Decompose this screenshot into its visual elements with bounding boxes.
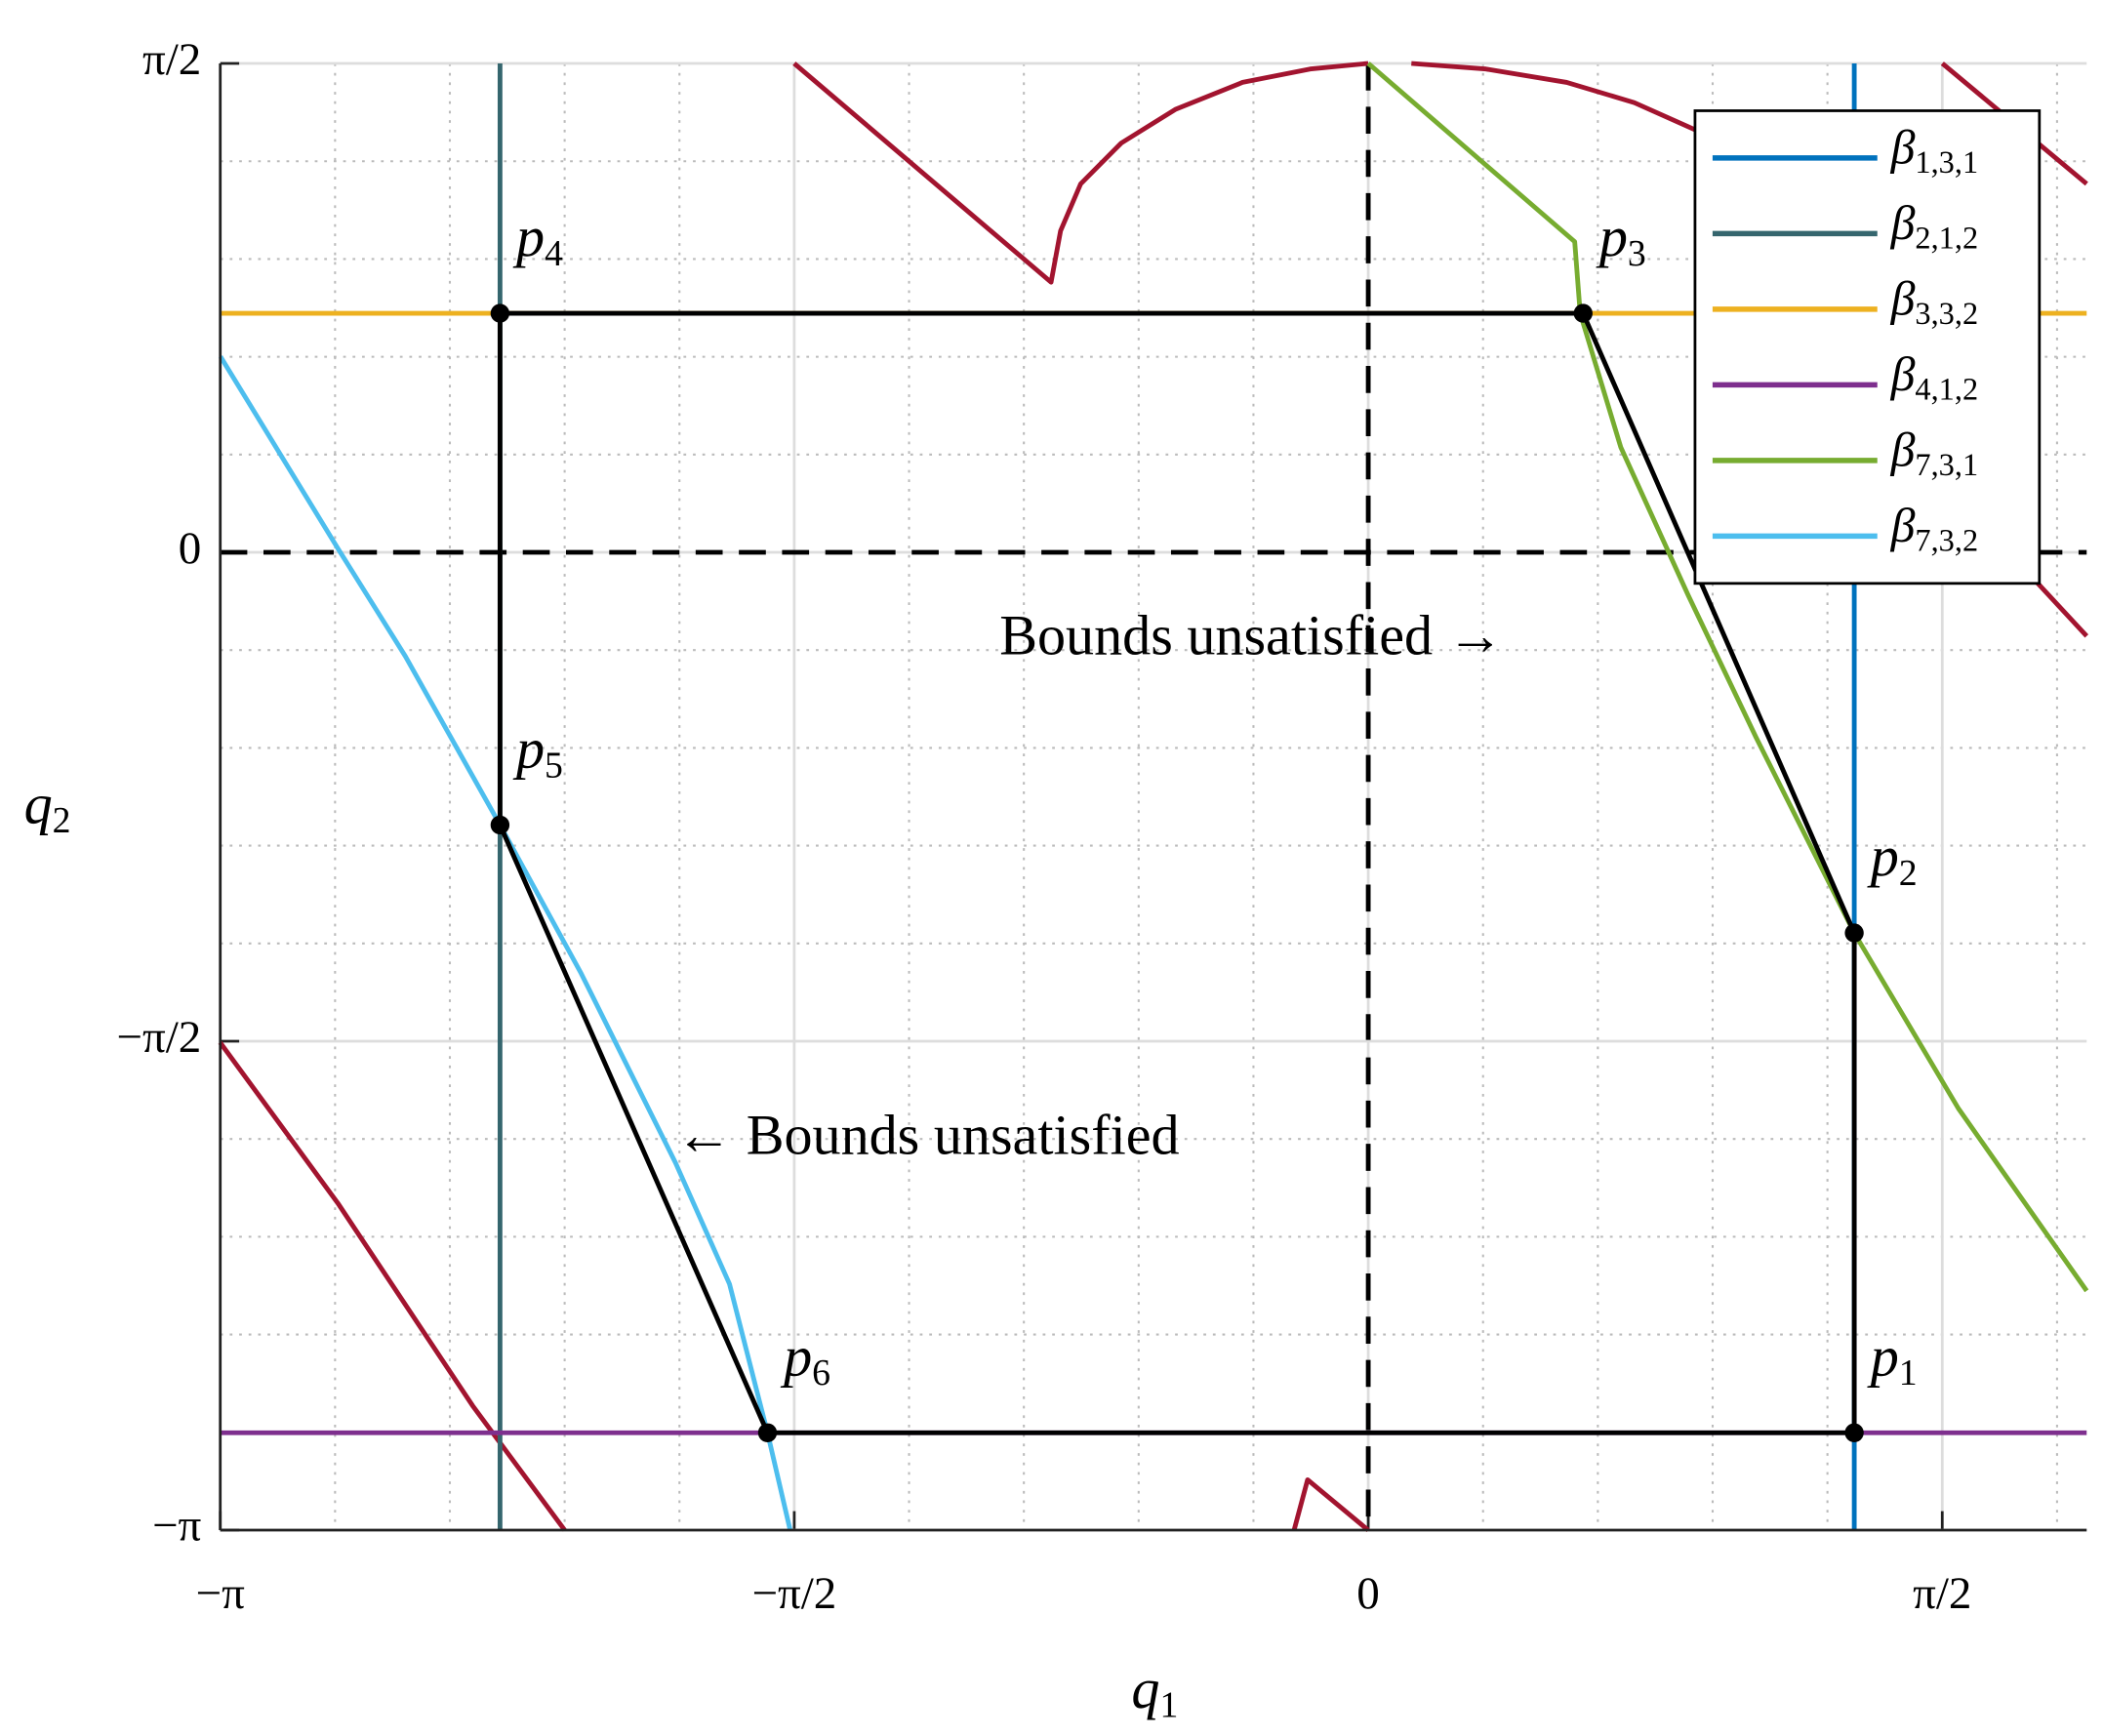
y-axis-label: q2 [24,773,71,841]
legend-label: β1,3,1 [1890,121,1979,182]
annotation: ← Bounds unsatisfied [675,1104,1180,1167]
series-line [497,310,1857,1435]
legend-label: β3,3,2 [1890,272,1979,333]
legend-box [1693,109,2042,585]
point [490,815,510,835]
point-label: p4 [512,205,563,273]
point-label: p5 [512,717,563,786]
y-tick-label: −π [152,1501,202,1552]
legend-label: β2,1,2 [1890,196,1979,257]
legend-label: β7,3,2 [1890,499,1979,559]
y-tick-label: π/2 [142,34,201,85]
x-tick-label: 0 [1356,1568,1380,1619]
point-label: p6 [780,1325,830,1393]
point [1844,923,1864,943]
x-tick-label: −π/2 [751,1568,836,1619]
y-tick-label: 0 [179,523,202,574]
point-label: p2 [1867,825,1918,893]
y-tick-label: −π/2 [116,1012,201,1063]
point [490,303,510,323]
legend-label: β7,3,1 [1890,424,1979,484]
point [1844,1423,1864,1442]
x-tick-label: −π [196,1568,246,1619]
series-line [1366,61,2089,1293]
annotation: Bounds unsatisfied → [999,604,1504,667]
legend-label: β4,1,2 [1890,347,1979,408]
point [757,1423,778,1442]
point-label: p3 [1596,205,1646,273]
point-label: p1 [1867,1325,1918,1393]
x-axis-label: q1 [1131,1657,1178,1725]
series-line [218,355,793,1531]
point [1573,303,1593,323]
x-tick-label: π/2 [1913,1568,1971,1619]
